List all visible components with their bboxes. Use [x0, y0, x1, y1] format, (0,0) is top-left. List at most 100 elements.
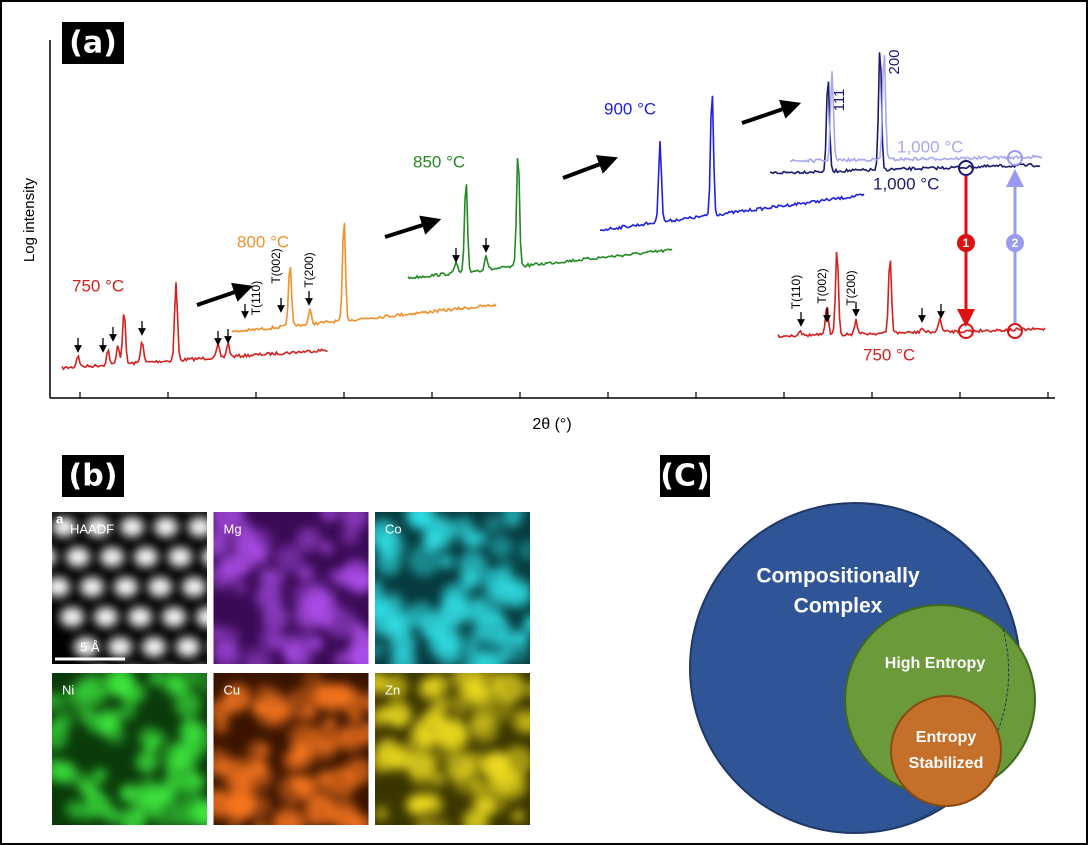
atom: [38, 487, 62, 507]
blob: [298, 565, 314, 581]
blob: [232, 537, 248, 553]
element-map: Co: [363, 499, 543, 681]
peak-label: T(200): [302, 252, 316, 287]
atom: [60, 607, 84, 627]
element-map: Cu: [204, 671, 382, 839]
blob: [341, 527, 359, 545]
atom: [176, 637, 200, 657]
venn-label: Stabilized: [909, 755, 984, 772]
blob: [408, 725, 433, 750]
atom: [32, 547, 56, 567]
blob: [228, 818, 241, 831]
blob: [376, 551, 401, 576]
atom: [94, 607, 118, 627]
blob: [209, 625, 223, 639]
blob: [321, 542, 333, 554]
element-map: Zn: [365, 663, 543, 838]
atom: [174, 487, 198, 507]
blob: [145, 737, 160, 752]
blob: [407, 499, 435, 527]
blob: [432, 819, 450, 837]
blob: [189, 773, 205, 789]
atom: [182, 577, 206, 597]
blob: [458, 551, 487, 580]
blob: [188, 722, 212, 746]
panel-label: (C): [660, 459, 709, 494]
blob: [253, 820, 269, 836]
blob: [485, 515, 504, 534]
x-axis-label: 2θ (°): [532, 416, 571, 433]
blob: [477, 783, 509, 815]
map-label: Cu: [224, 682, 241, 697]
blob: [78, 782, 90, 794]
map-label: HAADF: [70, 521, 114, 536]
blob: [452, 767, 480, 795]
atom: [108, 637, 132, 657]
blob: [490, 535, 513, 558]
blob: [104, 806, 121, 823]
venn-label: High Entropy: [885, 655, 986, 672]
atom: [80, 577, 104, 597]
blob: [374, 806, 389, 821]
curve-label: 750 °C: [863, 345, 915, 364]
atom: [142, 637, 166, 657]
blob: [526, 615, 543, 632]
blob: [268, 634, 284, 650]
peak-label: T(002): [269, 248, 283, 283]
blob: [245, 758, 268, 781]
peak-label: T(110): [789, 275, 803, 309]
blob: [42, 725, 68, 751]
peak-label: 200: [886, 49, 903, 74]
blob: [336, 569, 355, 588]
blob: [467, 814, 486, 833]
blob: [339, 689, 365, 715]
curves: [62, 52, 1045, 369]
figure: (a) Log intensity 2θ (°) 750 °C 800 °C 8…: [0, 0, 1088, 845]
step-label: 2: [1012, 236, 1019, 250]
element-map: Ni: [42, 661, 222, 834]
blob: [310, 580, 326, 596]
blob: [518, 540, 539, 561]
map-label: Co: [385, 521, 402, 536]
blob: [466, 641, 480, 655]
blob: [92, 768, 107, 783]
blob: [370, 744, 398, 772]
blob: [44, 692, 63, 711]
blob: [308, 598, 337, 627]
curve-label: 1,000 °C: [873, 174, 939, 193]
blob: [274, 813, 300, 839]
blob: [505, 515, 519, 529]
blob: [296, 527, 321, 552]
blob: [439, 554, 454, 569]
atom: [134, 547, 158, 567]
blob: [394, 713, 407, 726]
atom: [168, 547, 192, 567]
blob: [385, 616, 404, 635]
panel-label: (b): [69, 459, 118, 494]
blob: [512, 810, 524, 822]
blob: [275, 544, 303, 572]
blob: [205, 791, 233, 819]
blob: [513, 709, 538, 734]
blob: [232, 580, 247, 595]
y-axis-label: Log intensity: [21, 177, 38, 262]
blob: [248, 656, 264, 672]
venn-label: Complex: [794, 595, 883, 618]
atom: [120, 517, 144, 537]
axes: [50, 40, 1055, 398]
scale-label: 5 Å: [80, 639, 100, 654]
element-map: Mg: [204, 498, 383, 680]
atom: [208, 487, 232, 507]
blob: [483, 567, 514, 598]
peak-label: T(110): [249, 281, 263, 315]
blob: [136, 751, 158, 773]
map-label: Ni: [62, 682, 74, 697]
venn: Compositionally Complex High Entropy Ent…: [690, 503, 1035, 833]
atom: [66, 547, 90, 567]
blob: [500, 648, 512, 660]
blob: [258, 570, 272, 584]
blob: [174, 691, 201, 718]
atom: [140, 487, 164, 507]
atom: [128, 607, 152, 627]
